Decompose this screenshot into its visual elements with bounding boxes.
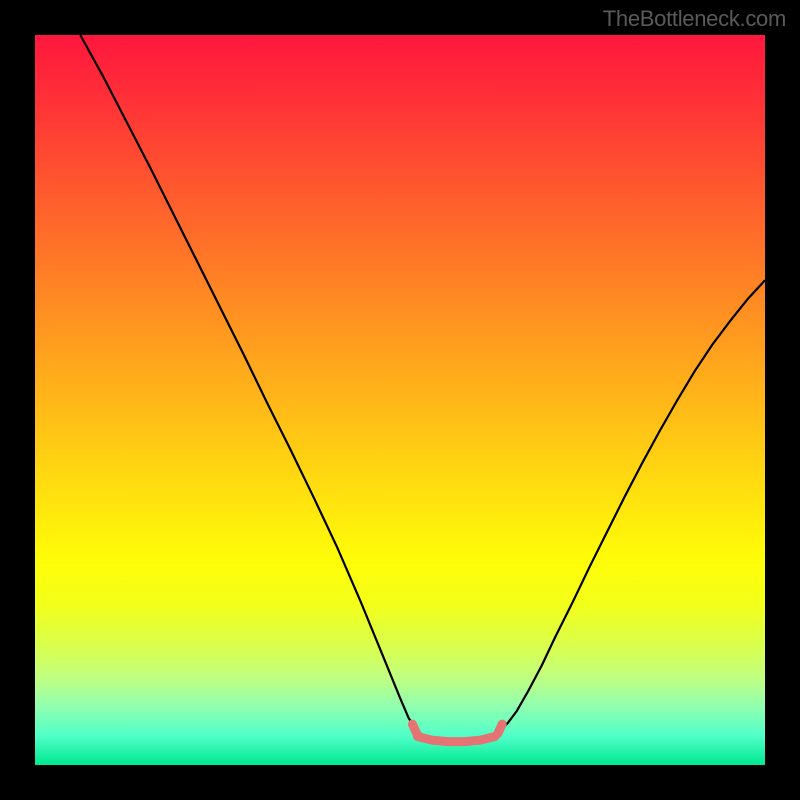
watermark-text: TheBottleneck.com <box>603 6 786 32</box>
chart-container <box>35 35 765 765</box>
bottleneck-curve-chart <box>35 35 765 765</box>
optimal-zone-right-marker <box>498 724 502 733</box>
gradient-background <box>35 35 765 765</box>
optimal-zone-flat <box>418 737 495 742</box>
optimal-zone-left-marker <box>412 724 416 733</box>
